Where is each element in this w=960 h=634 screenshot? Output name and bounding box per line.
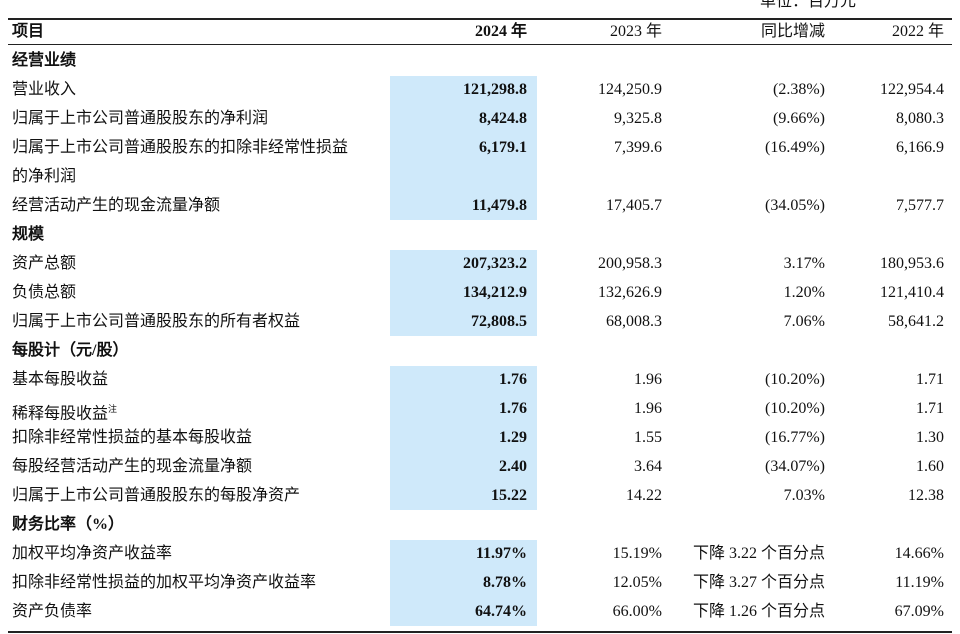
- cell: 180,953.6: [880, 255, 944, 272]
- cell: 8,080.3: [896, 110, 944, 127]
- cell: 7,577.7: [896, 197, 944, 214]
- cell: (16.77%): [765, 429, 825, 446]
- row-label: 归属于上市公司普通股股东的每股净资产: [12, 487, 301, 504]
- cell: 121,410.4: [880, 284, 944, 301]
- highlight: [390, 250, 537, 336]
- row-label: 扣除非经常性损益的加权平均净资产收益率: [12, 574, 317, 591]
- cell: 66.00%: [612, 603, 662, 620]
- row-label: 经营活动产生的现金流量净额: [12, 197, 221, 214]
- highlight: [390, 366, 537, 510]
- cell: 14.66%: [894, 545, 944, 562]
- cell: 3.17%: [783, 255, 825, 272]
- section-title: 每股计（元/股）: [12, 342, 129, 359]
- highlight: [390, 76, 537, 220]
- column-header: 2022 年: [891, 23, 944, 40]
- cell: 2.40: [499, 458, 527, 475]
- section-title: 规模: [12, 226, 45, 243]
- cell: 15.22: [491, 487, 527, 504]
- cell: 1.60: [916, 458, 944, 475]
- cell: 1.20%: [783, 284, 825, 301]
- cell: (10.20%): [765, 400, 825, 417]
- row-label: 归属于上市公司普通股股东的扣除非经常性损益: [12, 139, 349, 156]
- cell: 7.03%: [783, 487, 825, 504]
- cell: 下降 1.26 个百分点: [692, 603, 825, 620]
- cell: (16.49%): [765, 139, 825, 156]
- row-label: 营业收入: [12, 81, 77, 98]
- cell: 121,298.8: [463, 81, 527, 98]
- row-label: 资产总额: [12, 255, 77, 272]
- cell: (10.20%): [765, 371, 825, 388]
- cell: 12.05%: [612, 574, 662, 591]
- cell: 7,399.6: [614, 139, 662, 156]
- cell: 1.55: [634, 429, 662, 446]
- cell: 3.64: [634, 458, 662, 475]
- cell: 58,641.2: [888, 313, 944, 330]
- highlight: [390, 540, 537, 626]
- row-label: 负债总额: [12, 284, 77, 301]
- cell: 9,325.8: [614, 110, 662, 127]
- row-label: 基本每股收益: [12, 371, 109, 388]
- cell: 15.19%: [612, 545, 662, 562]
- cell: 8.78%: [483, 574, 527, 591]
- cell: 1.76: [499, 371, 527, 388]
- note-mark: 注: [108, 404, 118, 414]
- cell: 72,808.5: [471, 313, 527, 330]
- cell: (2.38%): [773, 81, 825, 98]
- cell: 11.97%: [475, 545, 527, 562]
- cell: 67.09%: [894, 603, 944, 620]
- row-label: 的净利润: [12, 168, 77, 185]
- cell: (9.66%): [773, 110, 825, 127]
- cell: 1.29: [499, 429, 527, 446]
- cell: 下降 3.27 个百分点: [692, 574, 825, 591]
- row-label: 每股经营活动产生的现金流量净额: [12, 458, 253, 475]
- cell: 7.06%: [783, 313, 825, 330]
- cell: 122,954.4: [880, 81, 944, 98]
- cell: 14.22: [626, 487, 662, 504]
- row-label: 资产负债率: [12, 603, 93, 620]
- column-header: 2023 年: [609, 23, 662, 40]
- cell: 1.76: [499, 400, 527, 417]
- cell: 64.74%: [475, 603, 527, 620]
- cell: 6,166.9: [896, 139, 944, 156]
- cell: 8,424.8: [479, 110, 527, 127]
- cell: 200,958.3: [598, 255, 662, 272]
- cell: 12.38: [908, 487, 944, 504]
- section-title: 财务比率（%）: [12, 516, 125, 533]
- rule: [8, 44, 952, 45]
- row-label: 稀释每股收益注: [12, 404, 118, 423]
- column-header: 2024 年: [474, 23, 527, 40]
- row-label: 扣除非经常性损益的基本每股收益: [12, 429, 253, 446]
- column-header: 同比增减: [760, 23, 825, 40]
- column-header: 项目: [12, 23, 45, 40]
- cell: 132,626.9: [598, 284, 662, 301]
- row-label: 归属于上市公司普通股股东的所有者权益: [12, 313, 301, 330]
- cell: 1.71: [916, 400, 944, 417]
- cell: (34.07%): [765, 458, 825, 475]
- cell: (34.05%): [765, 197, 825, 214]
- cell: 下降 3.22 个百分点: [692, 545, 825, 562]
- rule: [8, 631, 952, 633]
- cell: 17,405.7: [606, 197, 662, 214]
- cell: 134,212.9: [463, 284, 527, 301]
- cell: 1.96: [634, 400, 662, 417]
- rule: [8, 18, 952, 20]
- cell: 6,179.1: [479, 139, 527, 156]
- row-label: 归属于上市公司普通股股东的净利润: [12, 110, 269, 127]
- unit: 单位：百万元: [760, 0, 857, 10]
- cell: 1.30: [916, 429, 944, 446]
- cell: 207,323.2: [463, 255, 527, 272]
- cell: 11.19%: [895, 574, 944, 591]
- section-title: 经营业绩: [12, 52, 77, 69]
- cell: 68,008.3: [606, 313, 662, 330]
- cell: 11,479.8: [471, 197, 527, 214]
- row-label: 加权平均净资产收益率: [12, 545, 173, 562]
- cell: 1.71: [916, 371, 944, 388]
- cell: 124,250.9: [598, 81, 662, 98]
- cell: 1.96: [634, 371, 662, 388]
